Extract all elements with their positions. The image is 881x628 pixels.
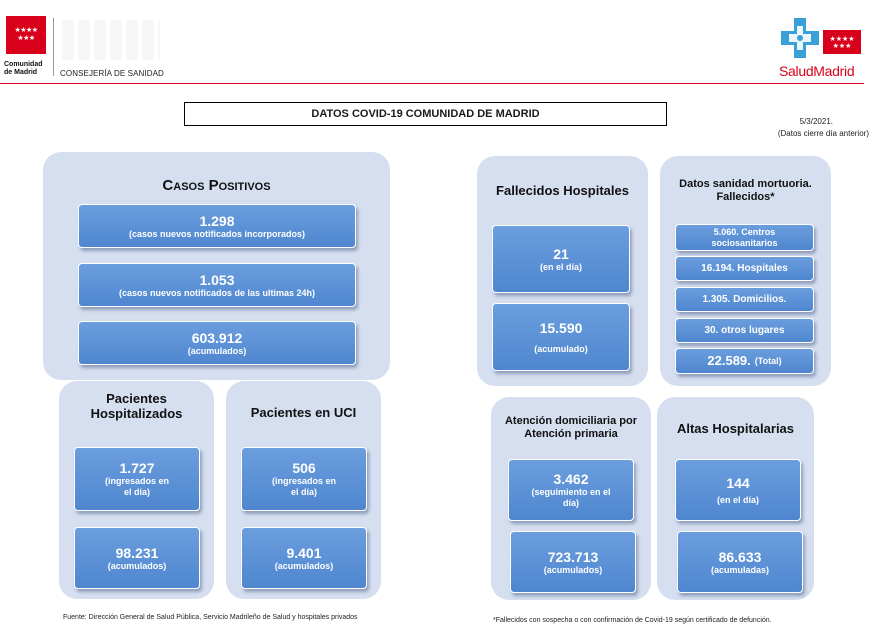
stat-label: 5.060. Centros (713, 226, 776, 237)
stat-label: (ingresados en (271, 476, 336, 486)
stat-label: (acumulado) (534, 343, 588, 354)
page-header: ★★★★ ★★★ Comunidad de Madrid CONSEJERÍA D… (0, 0, 881, 84)
stat-label: día) (562, 498, 579, 508)
mortuoria-panel: Datos sanidad mortuoria. Fallecidos* 5.0… (660, 156, 831, 386)
stat-value: 3.462 (553, 471, 589, 487)
stat-label: 1.305. Domicilios. (702, 294, 787, 305)
stat-label: (casos nuevos notificados de las ultimas… (118, 287, 316, 298)
fallecidos-acumulado-box: 15.590 (acumulado) (492, 303, 630, 371)
stat-label: el día) (123, 487, 150, 497)
brand-name: SaludMadrid (779, 63, 855, 79)
stat-label: 16.194. Hospitales (701, 263, 788, 274)
altas-acumuladas-box: 86.633 (acumuladas) (677, 531, 803, 593)
stat-label: (casos nuevos notificados incorporados) (128, 228, 306, 239)
report-date: 5/3/2021. (799, 117, 833, 126)
fallecidos-hospitales-title: Fallecidos Hospitales (496, 183, 629, 198)
casos-positivos-title: Casos Positivos (162, 177, 271, 194)
hospitalizados-title: Pacientes Hospitalizados (90, 391, 183, 421)
stat-value: 506 (292, 460, 316, 476)
stat-value: 9.401 (286, 544, 322, 561)
stars-icon: ★★★★ ★★★ (829, 36, 855, 50)
page-title: DATOS COVID-19 COMUNIDAD DE MADRID (184, 102, 667, 126)
atencion-seguimiento-box: 3.462 (seguimiento en el día) (508, 459, 634, 521)
hospitalizados-hoy-box: 1.727 (ingresados en el día) (74, 447, 200, 511)
salud-madrid-flag-logo: ★★★★ ★★★ (823, 30, 861, 54)
stat-value: 1.727 (119, 460, 155, 476)
mortuoria-domicilios-box: 1.305. Domicilios. (675, 287, 814, 312)
stars-icon: ★★★★ ★★★ (14, 27, 38, 42)
stat-label: (acumulados) (107, 560, 167, 571)
casos-nuevos-24h-box: 1.053 (casos nuevos notificados de las u… (78, 263, 356, 307)
mortuoria-hospitales-box: 16.194. Hospitales (675, 256, 814, 281)
casos-nuevos-incorporados-box: 1.298 (casos nuevos notificados incorpor… (78, 204, 356, 248)
stat-label: (en el día) (539, 261, 582, 272)
stat-value: 144 (726, 474, 750, 491)
salud-madrid-cross-icon (781, 18, 819, 58)
fallecidos-hoy-box: 21 (en el día) (492, 225, 630, 293)
atencion-domiciliaria-title: Atención domiciliaria por Atención prima… (504, 415, 638, 440)
fallecidos-hospitales-panel: Fallecidos Hospitales 21 (en el día) 15.… (477, 156, 648, 386)
header-divider (53, 18, 54, 76)
casos-positivos-panel: Casos Positivos 1.298 (casos nuevos noti… (43, 152, 390, 380)
casos-acumulados-box: 603.912 (acumulados) (78, 321, 356, 365)
uci-panel: Pacientes en UCI 506 (ingresados en el d… (226, 381, 381, 599)
stat-label: (seguimiento en el (531, 487, 611, 497)
altas-panel: Altas Hospitalarias 144 (en el día) 86.6… (657, 397, 814, 600)
stat-value: 723.713 (547, 548, 599, 565)
stat-label: (Total) (754, 355, 782, 366)
mortuoria-sociosanitarios-box: 5.060. Centros sociosanitarios (675, 224, 814, 251)
atencion-acumulados-box: 723.713 (acumulados) (510, 531, 636, 593)
stat-label: (acumulados) (274, 560, 334, 571)
stat-label: (acumuladas) (710, 564, 770, 575)
mortuoria-otros-box: 30. otros lugares (675, 318, 814, 343)
stat-value: 15.590 (539, 319, 583, 336)
altas-title: Altas Hospitalarias (676, 421, 795, 436)
footer-source: Fuente: Dirección General de Salud Públi… (63, 614, 358, 621)
stat-value: 1.053 (199, 271, 235, 288)
hospitalizados-panel: Pacientes Hospitalizados 1.727 (ingresad… (59, 381, 214, 599)
stat-label: (acumulados) (543, 564, 603, 575)
stat-label: 30. otros lugares (704, 325, 785, 336)
altas-hoy-box: 144 (en el día) (675, 459, 801, 521)
org-name: Comunidad de Madrid (4, 61, 43, 76)
comunidad-madrid-flag-logo: ★★★★ ★★★ (6, 16, 46, 54)
watermark-logo (62, 20, 160, 60)
uci-acumulados-box: 9.401 (acumulados) (241, 527, 367, 589)
mortuoria-title: Datos sanidad mortuoria. Fallecidos* (679, 178, 812, 203)
stat-value: 1.298 (199, 212, 235, 229)
uci-hoy-box: 506 (ingresados en el día) (241, 447, 367, 511)
footer-note: *Fallecidos con sospecha o con confirmac… (493, 617, 772, 624)
stat-label: (en el día) (716, 494, 759, 505)
stat-label: el día) (290, 487, 317, 497)
hospitalizados-acumulados-box: 98.231 (acumulados) (74, 527, 200, 589)
stat-value: 86.633 (718, 548, 762, 565)
department-name: CONSEJERÍA DE SANIDAD (60, 69, 164, 78)
header-rule (0, 83, 864, 84)
stat-label: (ingresados en (104, 476, 169, 486)
report-date-note: (Datos cierre día anterior) (777, 129, 869, 138)
stat-value: 22.589. (707, 353, 751, 368)
stat-value: 21 (553, 245, 569, 262)
stat-label: (acumulados) (187, 345, 247, 356)
uci-title: Pacientes en UCI (250, 405, 357, 420)
stat-value: 98.231 (115, 544, 159, 561)
stat-label: sociosanitarios (711, 237, 778, 248)
mortuoria-total-box: 22.589. (Total) (675, 348, 814, 374)
atencion-domiciliaria-panel: Atención domiciliaria por Atención prima… (491, 397, 651, 600)
stat-value: 603.912 (191, 329, 243, 346)
